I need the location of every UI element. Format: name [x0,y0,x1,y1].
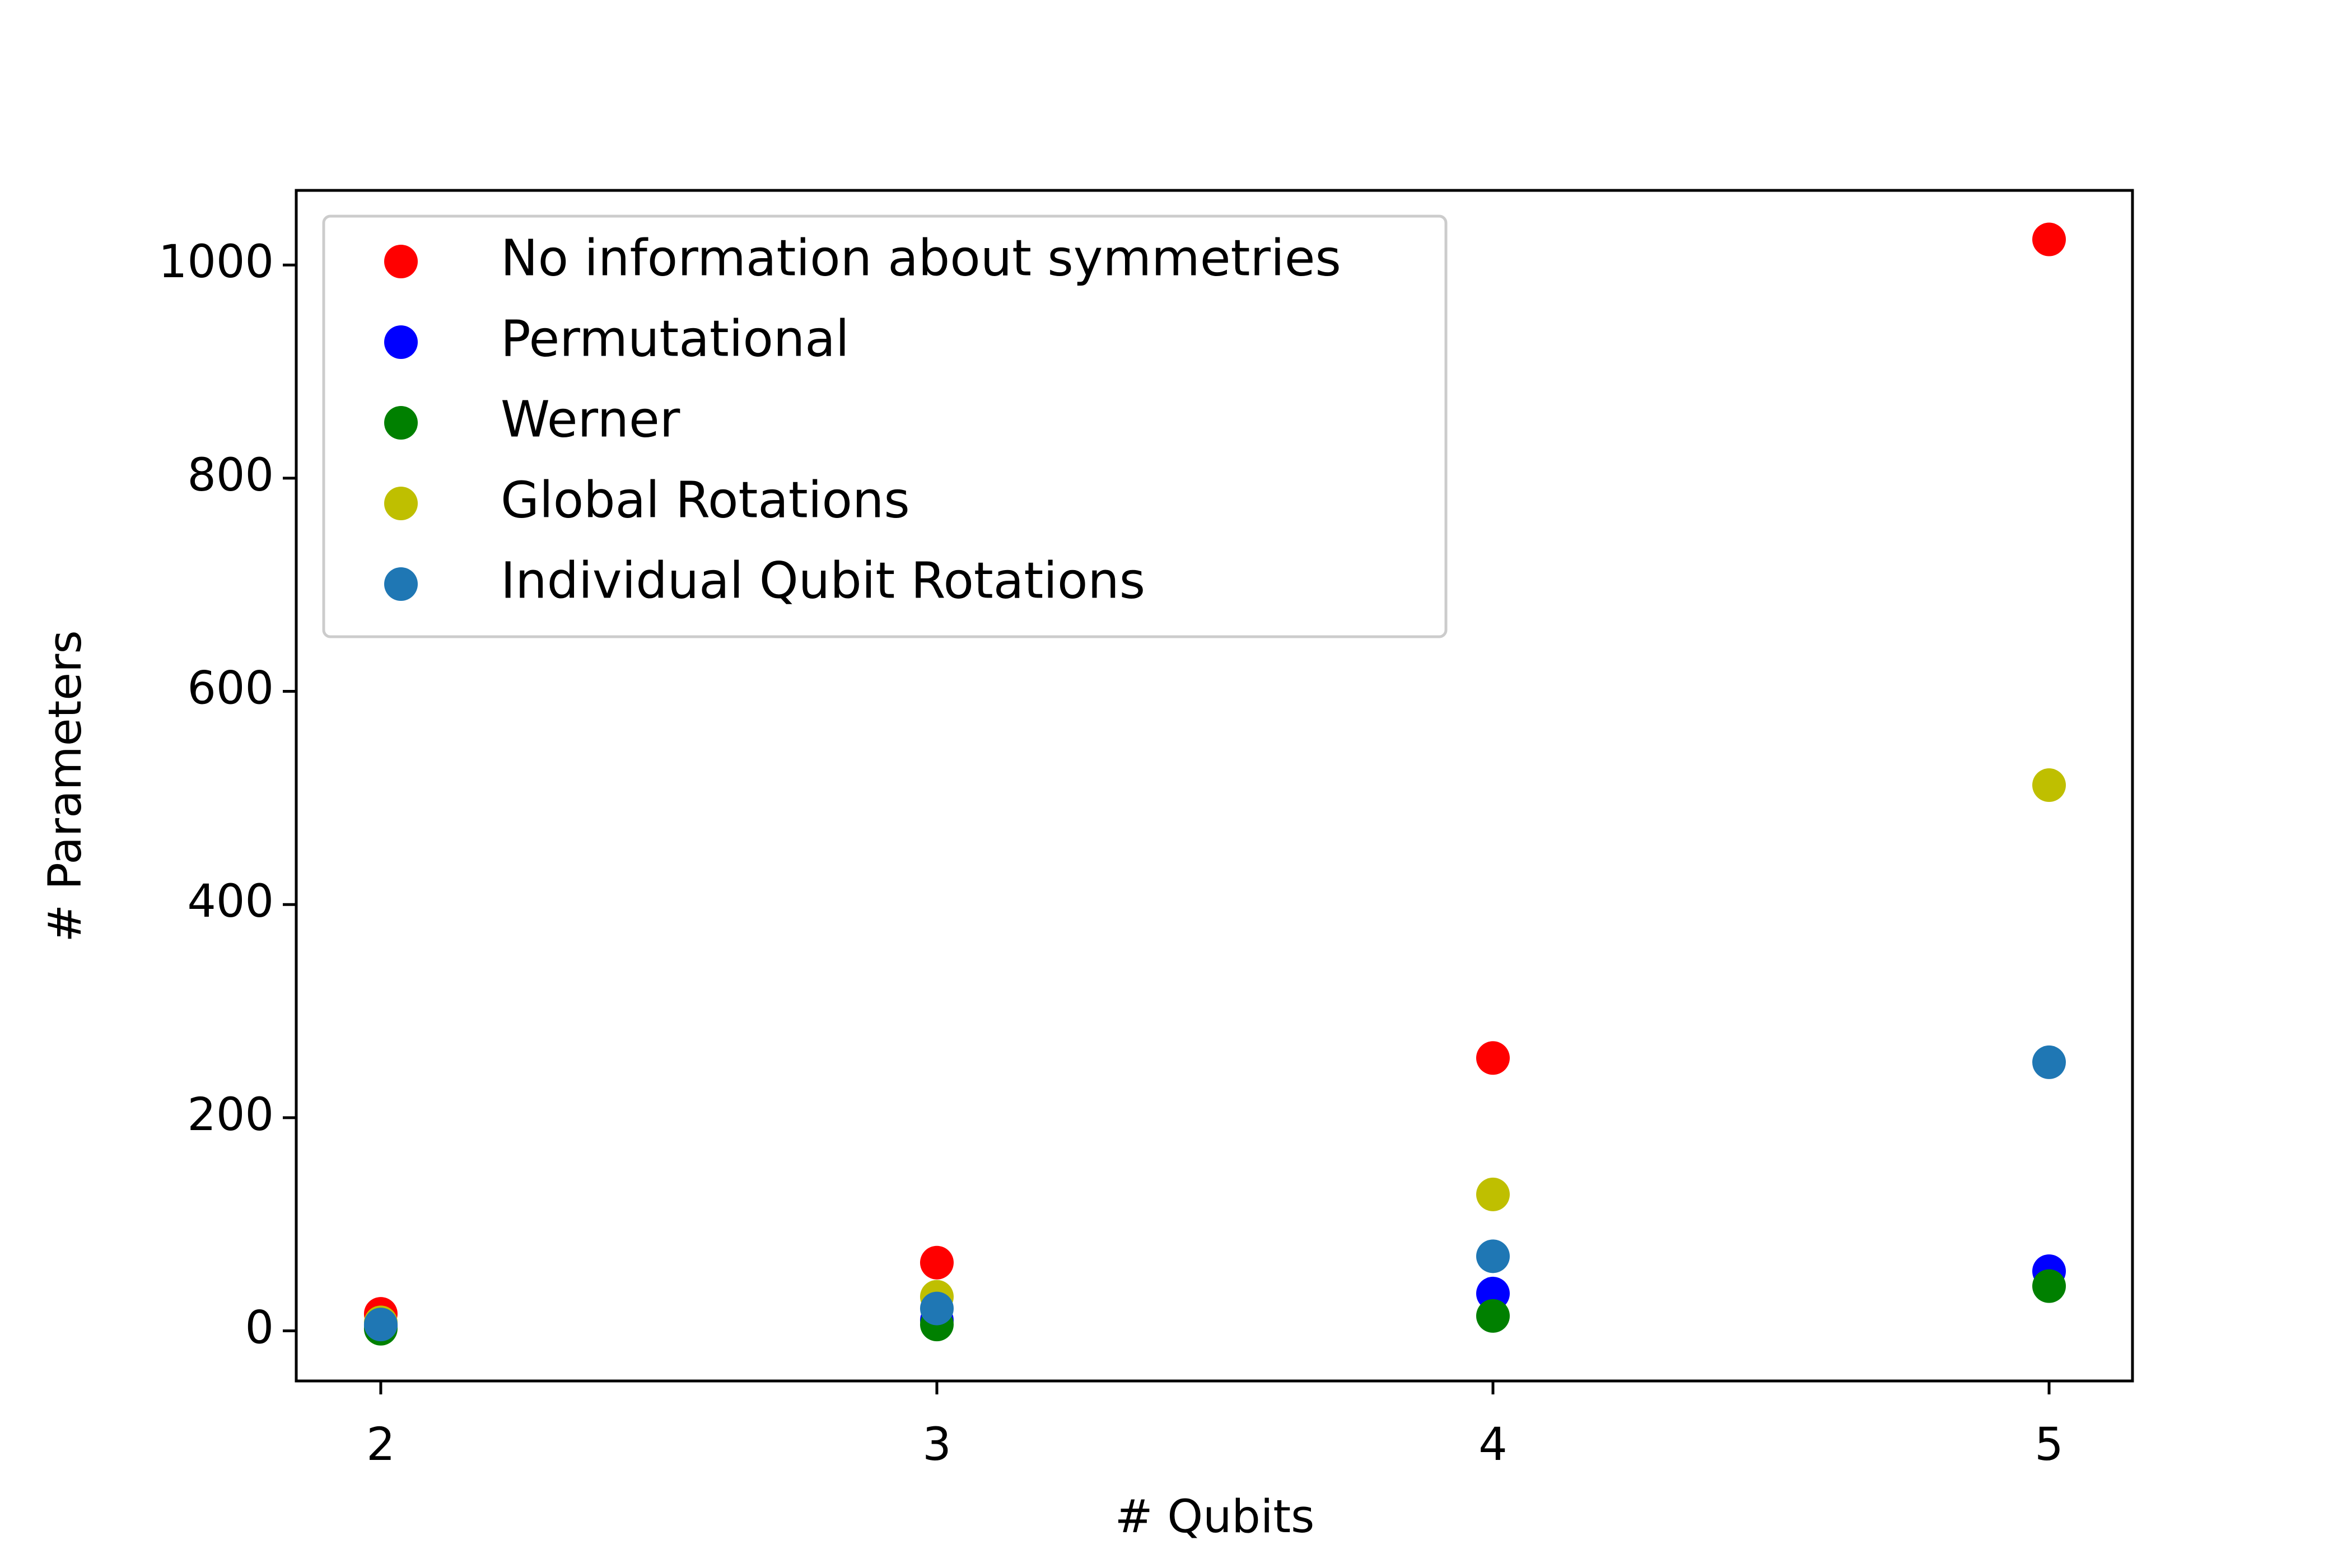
y-tick-label: 0 [245,1302,274,1355]
y-tick-label: 600 [187,662,274,715]
legend-marker [384,245,418,278]
legend-label: No information about symmetries [501,228,1341,287]
point [920,1291,954,1326]
legend-marker [384,487,418,520]
legend-label: Global Rotations [501,470,910,529]
y-tick-label: 800 [187,449,274,502]
point [1476,1041,1510,1075]
legend-frame [322,214,1448,638]
legend-label: Werner [501,390,680,448]
point [2032,768,2066,802]
plot-frame [295,189,2134,1383]
legend-label: Permutational [501,309,850,367]
point [363,1308,398,1342]
legend-marker [384,406,418,440]
point [2032,1269,2066,1303]
point [920,1245,954,1280]
legend: No information about symmetries Permutati… [322,214,1448,638]
x-tick-label: 5 [2034,1418,2064,1471]
point [2032,222,2066,256]
x-tick-label: 3 [922,1418,951,1471]
legend-marker [384,567,418,601]
legend-label: Individual Qubit Rotations [501,551,1145,609]
point [2032,1045,2066,1079]
legend-marker [384,325,418,359]
point [1476,1177,1510,1211]
x-axis-label: # Qubits [1115,1491,1315,1543]
x-tick-label: 4 [1478,1418,1508,1471]
y-axis-label: # Parameters [39,630,92,942]
y-tick-label: 400 [187,875,274,928]
point [1476,1299,1510,1333]
y-tick-label: 200 [187,1089,274,1141]
point [1476,1239,1510,1273]
x-tick-label: 2 [366,1418,395,1471]
y-tick-label: 1000 [158,236,274,288]
